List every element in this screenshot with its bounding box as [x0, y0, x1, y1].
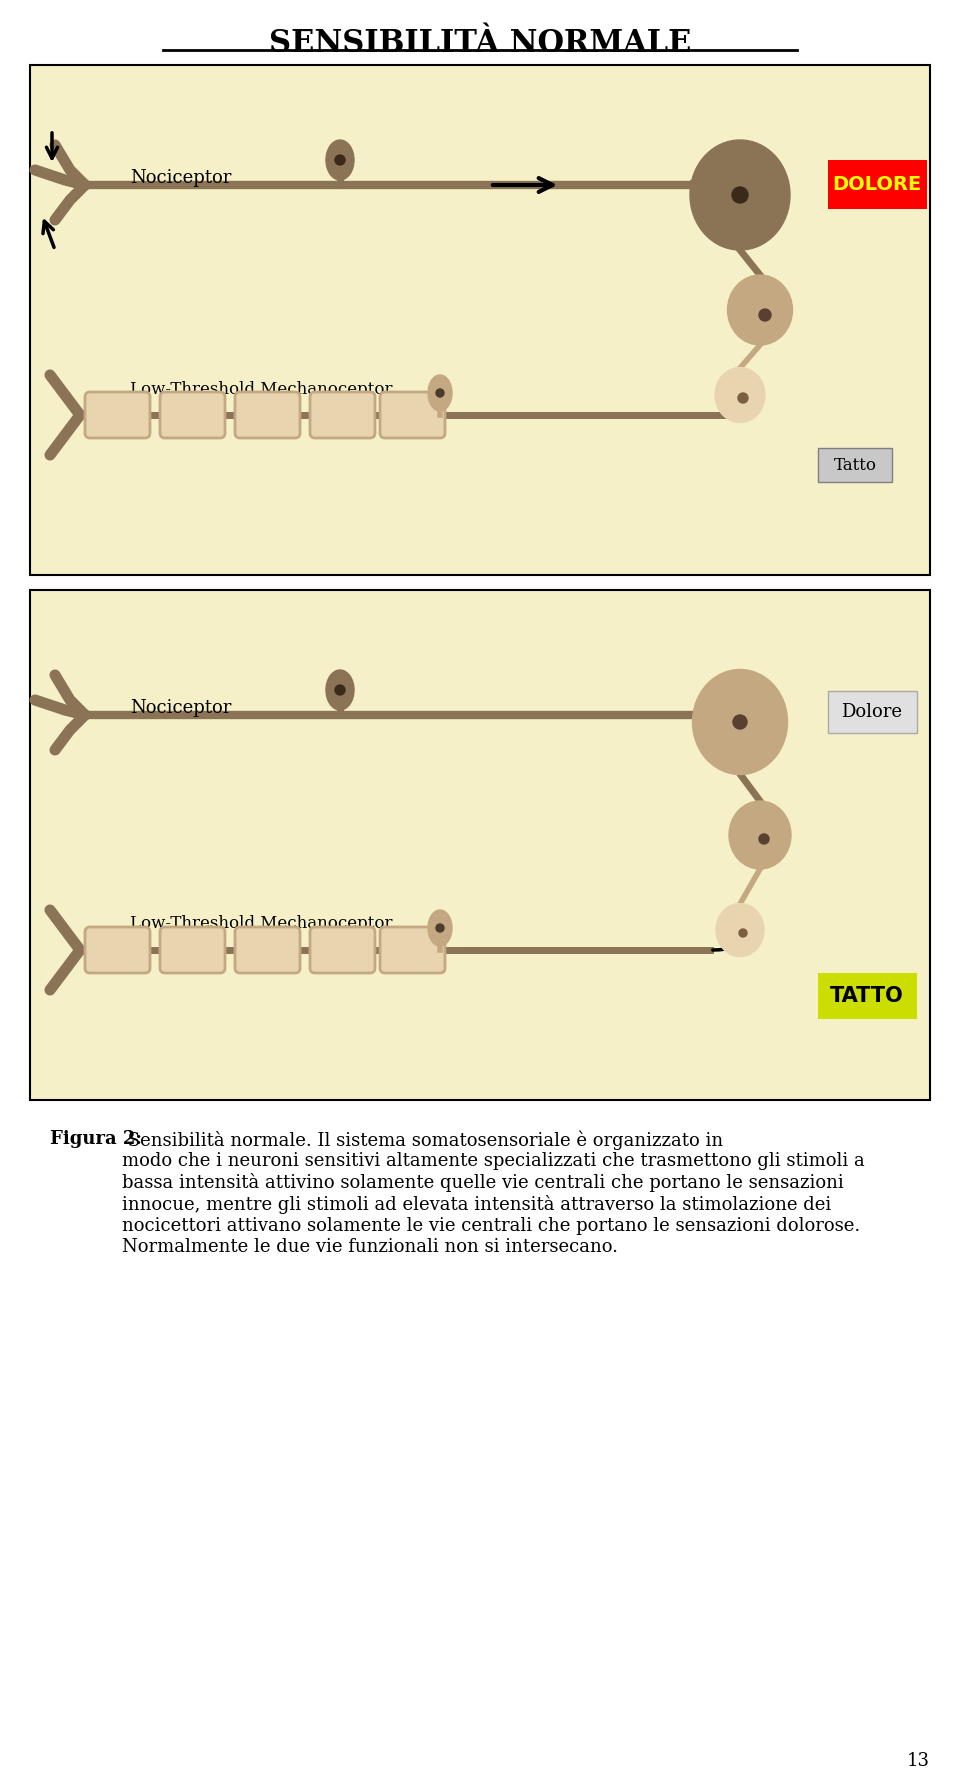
FancyBboxPatch shape [380, 392, 445, 439]
Circle shape [759, 310, 771, 321]
FancyBboxPatch shape [235, 928, 300, 973]
FancyBboxPatch shape [818, 973, 917, 1019]
Ellipse shape [428, 910, 452, 946]
FancyBboxPatch shape [828, 691, 917, 733]
FancyBboxPatch shape [380, 928, 445, 973]
Circle shape [739, 930, 747, 937]
FancyBboxPatch shape [85, 928, 150, 973]
Text: Dolore: Dolore [842, 704, 902, 722]
Ellipse shape [728, 276, 793, 346]
Text: Tatto: Tatto [833, 457, 876, 473]
Text: Nociceptor: Nociceptor [130, 168, 231, 186]
Circle shape [436, 389, 444, 398]
Ellipse shape [690, 140, 790, 251]
Text: 13: 13 [907, 1752, 930, 1770]
Circle shape [335, 684, 345, 695]
Text: SENSIBILITÀ NORMALE: SENSIBILITÀ NORMALE [269, 29, 691, 59]
Circle shape [436, 924, 444, 931]
Ellipse shape [428, 374, 452, 410]
Ellipse shape [326, 140, 354, 181]
FancyBboxPatch shape [85, 392, 150, 439]
Circle shape [759, 835, 769, 844]
Text: Low-Threshold Mechanoceptor: Low-Threshold Mechanoceptor [130, 915, 393, 931]
Ellipse shape [716, 903, 764, 956]
Text: TATTO: TATTO [830, 987, 904, 1007]
Circle shape [738, 392, 748, 403]
FancyBboxPatch shape [30, 589, 930, 1100]
Ellipse shape [715, 367, 765, 423]
FancyBboxPatch shape [818, 448, 892, 482]
FancyBboxPatch shape [310, 392, 375, 439]
Ellipse shape [692, 670, 787, 774]
Text: Nociceptor: Nociceptor [130, 698, 231, 716]
FancyBboxPatch shape [310, 928, 375, 973]
Text: Figura 2:: Figura 2: [50, 1130, 142, 1148]
FancyBboxPatch shape [160, 928, 225, 973]
Text: Sensibilità normale. Il sistema somatosensoriale è organizzato in
modo che i neu: Sensibilità normale. Il sistema somatose… [122, 1130, 865, 1255]
FancyBboxPatch shape [30, 64, 930, 575]
FancyBboxPatch shape [160, 392, 225, 439]
Ellipse shape [326, 670, 354, 709]
Text: DOLORE: DOLORE [832, 176, 922, 195]
Circle shape [732, 186, 748, 202]
Circle shape [335, 156, 345, 165]
Ellipse shape [729, 801, 791, 869]
Text: Low-Threshold Mechanoceptor: Low-Threshold Mechanoceptor [130, 381, 393, 399]
FancyBboxPatch shape [828, 159, 927, 210]
FancyBboxPatch shape [235, 392, 300, 439]
Circle shape [733, 715, 747, 729]
